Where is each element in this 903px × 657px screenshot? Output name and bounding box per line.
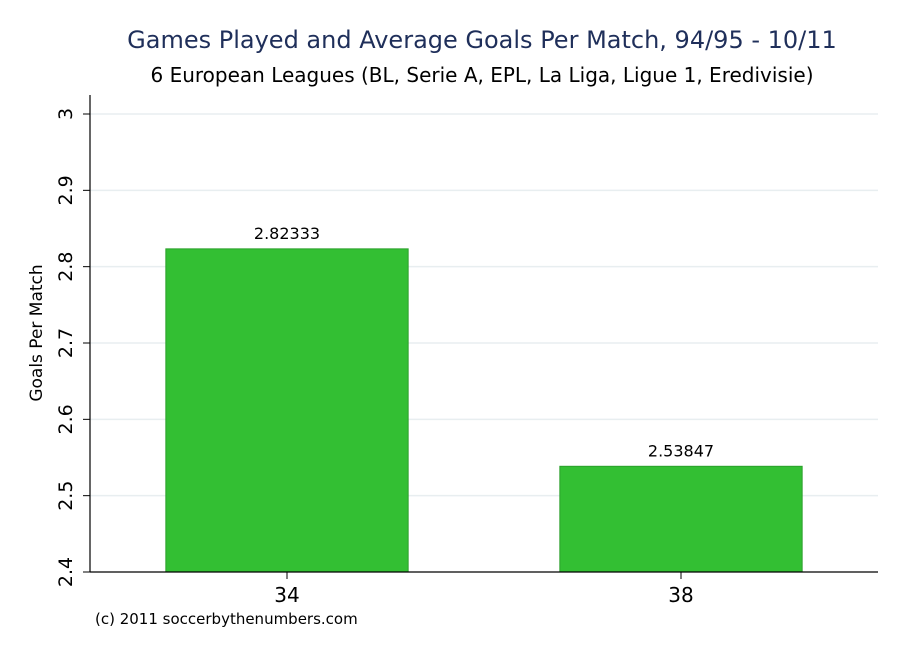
chart-title: Games Played and Average Goals Per Match… bbox=[127, 26, 837, 54]
bar-value-label: 2.53847 bbox=[648, 441, 714, 460]
axes: 2.4 2.5 2.6 2.7 2.8 2.9 3 34 38 bbox=[55, 95, 878, 607]
chart-subtitle: 6 European Leagues (BL, Serie A, EPL, La… bbox=[150, 63, 813, 87]
x-tick-label: 38 bbox=[668, 583, 693, 607]
bar bbox=[559, 465, 803, 573]
x-tick-label: 34 bbox=[274, 583, 299, 607]
y-tick-label: 2.9 bbox=[55, 175, 77, 205]
y-tick-label: 2.7 bbox=[55, 328, 77, 358]
footer-credit: (c) 2011 soccerbythenumbers.com bbox=[95, 610, 358, 628]
y-tick-label: 3 bbox=[55, 108, 77, 120]
y-tick-label: 2.8 bbox=[55, 252, 77, 282]
bars: 2.82333 2.53847 bbox=[165, 224, 803, 573]
y-tick-label: 2.6 bbox=[55, 404, 77, 434]
y-axis-label: Goals Per Match bbox=[27, 264, 47, 401]
y-tick-label: 2.4 bbox=[55, 557, 77, 587]
bar bbox=[165, 248, 409, 573]
bar-value-label: 2.82333 bbox=[254, 224, 320, 243]
y-tick-label: 2.5 bbox=[55, 481, 77, 511]
